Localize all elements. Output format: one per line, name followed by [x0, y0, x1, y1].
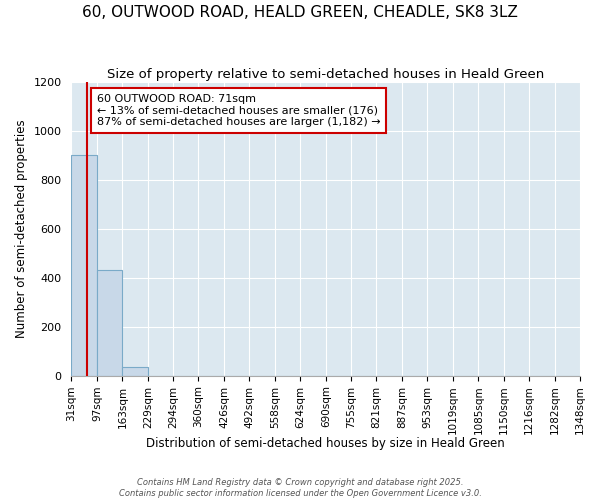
Bar	[122, 367, 148, 376]
X-axis label: Distribution of semi-detached houses by size in Heald Green: Distribution of semi-detached houses by …	[146, 437, 505, 450]
Y-axis label: Number of semi-detached properties: Number of semi-detached properties	[15, 120, 28, 338]
Text: 60, OUTWOOD ROAD, HEALD GREEN, CHEADLE, SK8 3LZ: 60, OUTWOOD ROAD, HEALD GREEN, CHEADLE, …	[82, 5, 518, 20]
Bar	[71, 155, 97, 376]
Title: Size of property relative to semi-detached houses in Heald Green: Size of property relative to semi-detach…	[107, 68, 544, 80]
Text: Contains HM Land Registry data © Crown copyright and database right 2025.
Contai: Contains HM Land Registry data © Crown c…	[119, 478, 481, 498]
Bar	[97, 270, 122, 376]
Text: 60 OUTWOOD ROAD: 71sqm
← 13% of semi-detached houses are smaller (176)
87% of se: 60 OUTWOOD ROAD: 71sqm ← 13% of semi-det…	[97, 94, 380, 127]
